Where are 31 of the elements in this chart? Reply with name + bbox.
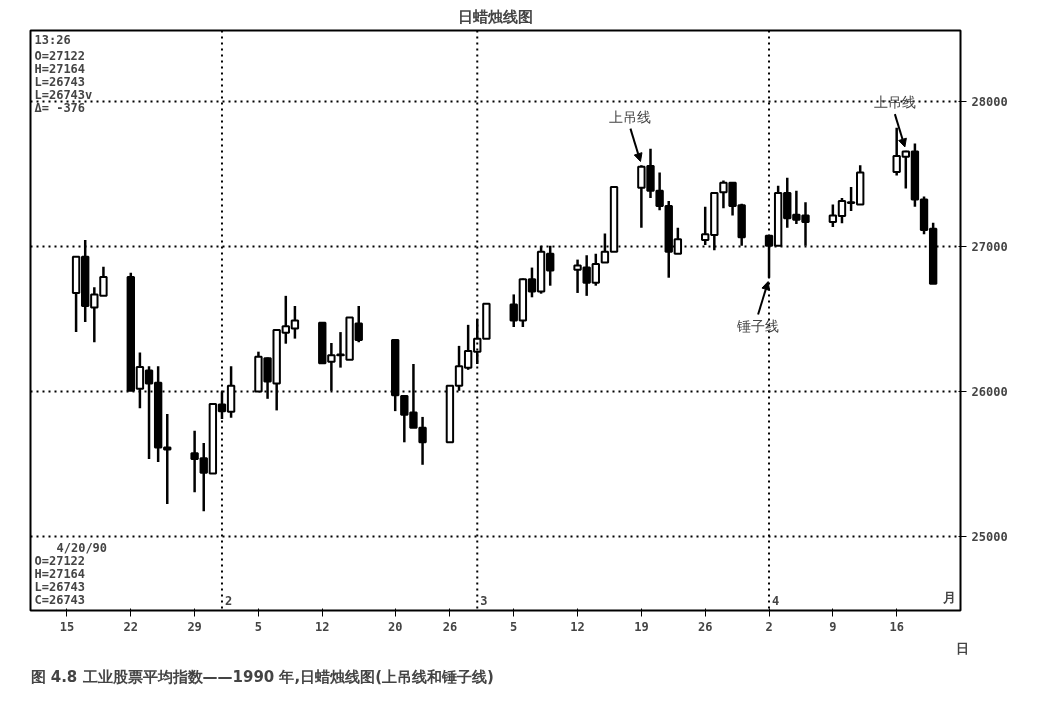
y-tick-label: 27000 [971, 240, 1008, 255]
annotation: 锤子线 [736, 318, 780, 335]
annotation: 4/20/90 O=27122 H=27164 L=26743 C=26743 [34, 540, 108, 607]
x-tick-label: 5 [510, 619, 518, 634]
ref-line-label: 3 [480, 593, 488, 608]
y-tick-label: 25000 [971, 530, 1008, 545]
text: 日 [955, 640, 969, 656]
chart-title: 日蜡烛线图 [458, 7, 533, 26]
y-tick-label: 28000 [971, 95, 1008, 110]
x-tick-label: 15 [59, 619, 75, 634]
annotation: O=27122 H=27164 L=26743 L=26743v Δ= -376 [34, 48, 93, 115]
y-tick-label: 26000 [971, 385, 1008, 400]
ref-line-label: 2 [224, 593, 233, 608]
x-tick-label: 26 [697, 619, 713, 634]
x-tick-label: 19 [634, 619, 649, 634]
annotation: 上吊线 [873, 94, 916, 111]
x-tick-label: 12 [570, 619, 585, 634]
x-tick-label: 12 [315, 619, 330, 634]
x-tick-label: 9 [829, 619, 837, 634]
annotation: 13:26 [34, 32, 71, 47]
annotation: 月 [941, 589, 956, 605]
x-tick-label: 29 [187, 619, 202, 634]
x-tick-label: 5 [254, 619, 263, 634]
annotation: 上吊线 [609, 108, 652, 125]
x-tick-label: 26 [442, 619, 458, 634]
ref-line-label: 4 [772, 593, 780, 608]
x-tick-label: 16 [889, 619, 904, 634]
caption: 图 4.8 工业股票平均指数——1990 年,日蜡烛线图(上吊线和锤子线) [30, 667, 494, 686]
x-tick-label: 2 [765, 619, 773, 634]
x-tick-label: 20 [387, 619, 403, 634]
x-tick-label: 22 [123, 619, 139, 634]
